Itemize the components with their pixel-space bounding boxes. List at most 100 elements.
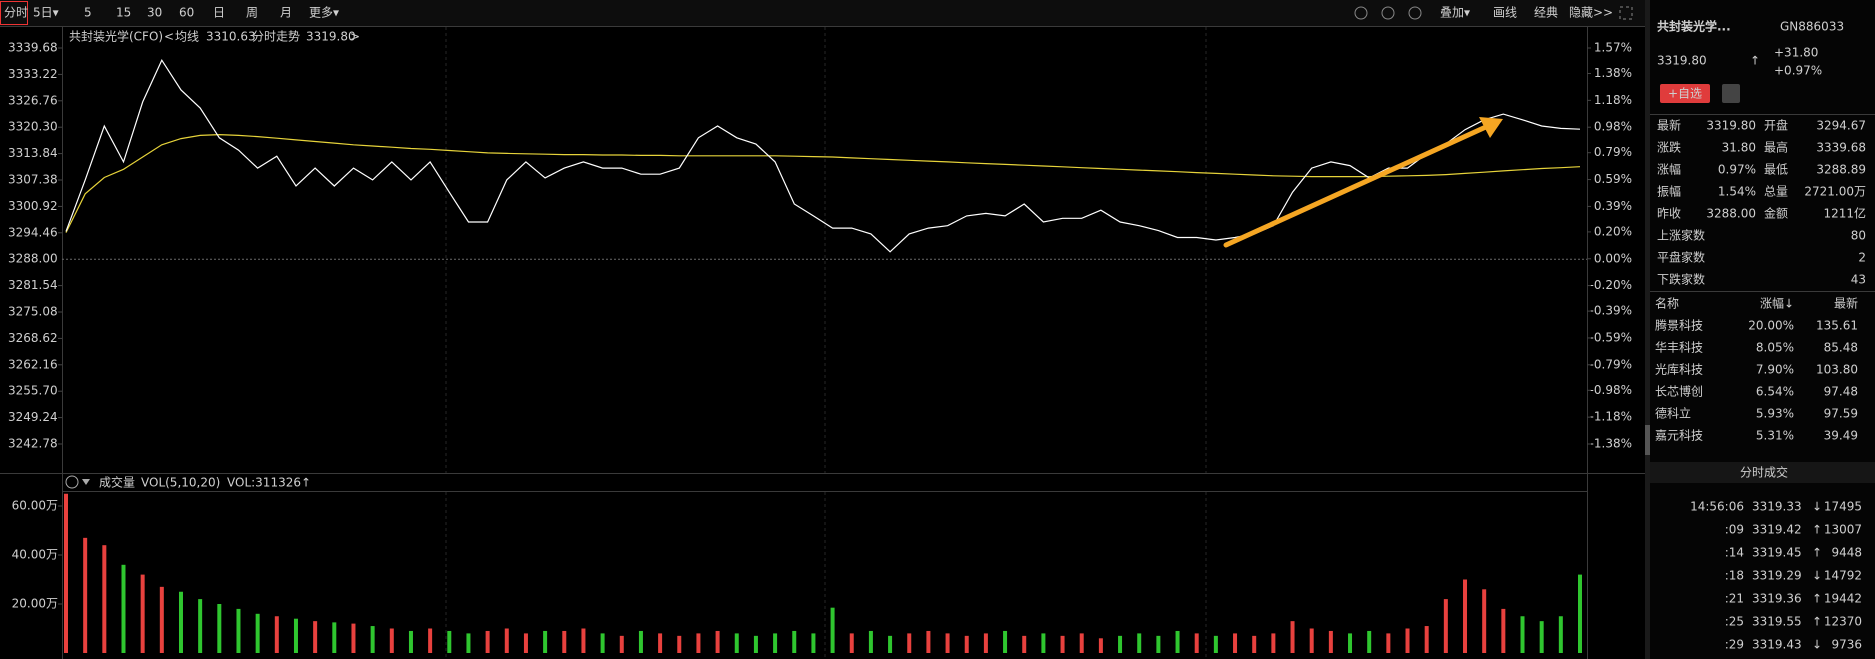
toolbar-tool[interactable]: 叠加▾ (1440, 6, 1470, 20)
volume-bar (581, 628, 586, 653)
volume-bar (658, 633, 663, 653)
change: +31.80 (1774, 46, 1818, 60)
volume-bar (543, 630, 548, 653)
y2-tick-label: 0.39% (1594, 199, 1632, 213)
legend-price: 分时走势 (252, 30, 300, 44)
volume-bar (1252, 635, 1257, 653)
trade-direction: ↓ (1812, 500, 1822, 514)
trade-direction: ↑ (1812, 523, 1822, 537)
field-label: 最高 (1764, 140, 1788, 155)
field-value: 31.80 (1722, 141, 1756, 155)
stock-name[interactable]: 腾景科技 (1655, 318, 1703, 333)
toolbar-tool[interactable]: 经典 (1534, 6, 1558, 20)
volume-subtitle: VOL(5,10,20) (141, 476, 220, 490)
splitter-handle[interactable] (1645, 425, 1650, 455)
volume-bar (868, 630, 873, 653)
volume-bar (1213, 635, 1218, 653)
volume-bar (255, 613, 260, 653)
y-tick-label: 3262.16 (8, 357, 58, 371)
watchlist-button[interactable] (1660, 84, 1710, 103)
stock-change: 8.05% (1756, 341, 1794, 355)
volume-bar (1309, 628, 1314, 653)
y-tick-label: 3281.54 (8, 278, 58, 292)
breadth-value: 2 (1858, 251, 1866, 265)
nav-next[interactable]: > (350, 30, 360, 44)
trade-volume: 12370 (1824, 615, 1862, 629)
y2-tick-label: -0.20% (1590, 278, 1632, 292)
breadth-label: 平盘家数 (1657, 250, 1705, 265)
stock-change: 5.93% (1756, 407, 1794, 421)
splitter[interactable] (1645, 0, 1650, 659)
nav-prev[interactable]: < (164, 30, 174, 44)
toolbar-tab[interactable]: 日 (213, 6, 225, 20)
volume-bar (236, 608, 241, 653)
volume-bar (1443, 599, 1448, 653)
field-label: 金额 (1764, 206, 1788, 221)
fullscreen-icon[interactable] (1619, 6, 1633, 20)
toolbar-tool[interactable]: 画线 (1493, 6, 1517, 20)
stock-name[interactable]: 长芯博创 (1655, 384, 1703, 399)
toolbar-tab[interactable]: 月 (280, 6, 292, 20)
trade-price: 3319.36 (1752, 592, 1802, 606)
volume-bar (753, 635, 758, 653)
price-arrow: ↑ (1750, 54, 1760, 68)
trade-price: 3319.42 (1752, 523, 1802, 537)
volume-bar (677, 635, 682, 653)
volume-bar (1079, 633, 1084, 653)
toolbar-tool[interactable]: 隐藏>> (1569, 6, 1613, 20)
toolbar-tab[interactable]: 5 (84, 6, 92, 20)
toolbar-tab[interactable]: 5日▾ (33, 6, 59, 20)
y2-tick-label: 0.20% (1594, 224, 1632, 238)
zoom-out-icon[interactable] (1408, 6, 1422, 20)
undo-icon[interactable] (1354, 6, 1368, 20)
volume-bar (217, 604, 222, 653)
volume-bar (926, 630, 931, 653)
volume-bar (504, 628, 509, 653)
stock-name[interactable]: 华丰科技 (1655, 341, 1703, 355)
field-value: 3288.89 (1816, 163, 1866, 177)
dropdown-icon[interactable] (82, 479, 90, 485)
y-tick-label: 3268.62 (8, 331, 58, 345)
volume-bar (523, 633, 528, 653)
trades-header-bg (1650, 462, 1875, 483)
y-tick-label: 3242.78 (8, 437, 58, 451)
toolbar-tab[interactable]: 更多▾ (309, 6, 339, 20)
stock-name[interactable]: 嘉元科技 (1655, 429, 1703, 443)
stock-price: 103.80 (1816, 363, 1858, 377)
stock-name[interactable]: 光库科技 (1655, 362, 1703, 377)
toolbar-tab[interactable]: 周 (246, 6, 258, 20)
toolbar-tab[interactable]: 分时 (4, 6, 28, 20)
alert-button[interactable] (1722, 84, 1740, 103)
trade-price: 3319.29 (1752, 569, 1802, 583)
y-tick-label: 60.00万 (12, 499, 58, 513)
field-label: 涨跌 (1657, 140, 1681, 155)
y-tick-label: 20.00万 (12, 597, 58, 611)
toolbar-tab[interactable]: 15 (116, 6, 131, 20)
list-header: 涨幅↓ (1760, 296, 1794, 311)
watchlist-label[interactable]: +自选 (1668, 87, 1702, 101)
zoom-in-icon[interactable] (1381, 6, 1395, 20)
trade-time: :21 (1725, 592, 1744, 606)
trade-direction: ↓ (1812, 638, 1822, 652)
volume-bar (1271, 633, 1276, 653)
stock-name[interactable]: 德科立 (1655, 406, 1691, 421)
volume-bar (313, 621, 318, 653)
y2-tick-label: -0.59% (1590, 330, 1632, 344)
volume-bar (428, 628, 433, 653)
volume-bar (1558, 616, 1563, 653)
volume-bar (83, 537, 88, 653)
toolbar-tab[interactable]: 30 (147, 6, 162, 20)
stock-change: 6.54% (1756, 385, 1794, 399)
y2-tick-label: 1.38% (1594, 66, 1632, 80)
field-value: 2721.00万 (1804, 185, 1866, 199)
y2-tick-label: -0.79% (1590, 357, 1632, 371)
toolbar-tab[interactable]: 60 (179, 6, 194, 20)
help-icon[interactable] (65, 475, 79, 489)
field-value: 3294.67 (1816, 119, 1866, 133)
y2-tick-label: 0.98% (1594, 120, 1632, 134)
y-tick-label: 3326.76 (8, 93, 58, 107)
volume-bar (1405, 628, 1410, 653)
volume-bar (102, 545, 107, 653)
y2-tick-label: 0.59% (1594, 172, 1632, 186)
volume-bar (1463, 579, 1468, 653)
